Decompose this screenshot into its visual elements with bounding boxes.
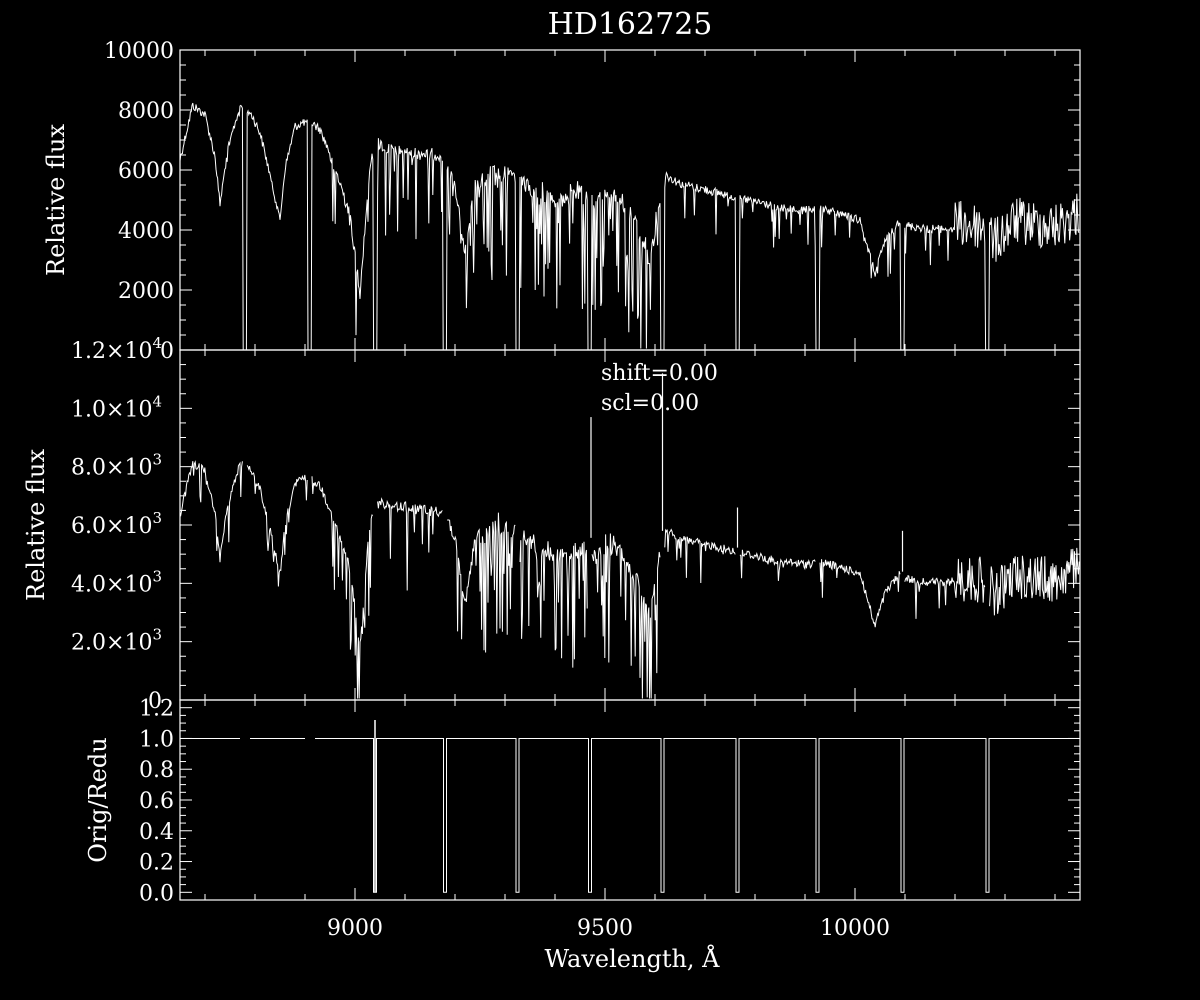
y-tick-label: 6000 (118, 159, 174, 184)
y-tick-label: 0 (148, 689, 162, 714)
y-tick-label: 8000 (118, 99, 174, 124)
spectrum-line (179, 460, 1080, 699)
y-tick-label: 1.2×104 (71, 334, 162, 364)
y-tick-label: 1.0×104 (71, 392, 162, 422)
y-tick-label: 0.4 (139, 820, 174, 845)
x-tick-label: 9500 (577, 916, 633, 941)
spectrum-line (179, 102, 1080, 351)
y-tick-label: 6.0×103 (71, 509, 162, 539)
scale-annotation: scl=0.00 (601, 391, 699, 416)
y-tick-label: 0.6 (139, 789, 174, 814)
middle-panel-ylabel: Relative flux (22, 449, 50, 601)
y-tick-label: 2.0×103 (71, 626, 162, 656)
y-tick-label: 1.2 (139, 697, 174, 722)
y-tick-label: 4.0×103 (71, 567, 162, 597)
y-tick-label: 0 (160, 339, 174, 364)
y-tick-label: 0.8 (139, 758, 174, 783)
bottom-panel: 0.0 0.2 0.4 0.6 0.8 1.0 1.2 (139, 697, 1080, 906)
y-tick-label: 0.0 (139, 881, 174, 906)
top-panel: 0 2000 4000 6000 8000 10000 (104, 39, 1080, 364)
plot-title: HD162725 (548, 7, 713, 42)
x-tick-labels: 9000 9500 10000 (327, 916, 890, 941)
ratio-line (180, 737, 1080, 893)
x-tick-label: 9000 (327, 916, 383, 941)
y-tick-label: 4000 (118, 219, 174, 244)
y-tick-label: 0.2 (139, 851, 174, 876)
bottom-panel-ylabel: Orig/Redu (84, 737, 112, 862)
y-tick-label: 8.0×103 (71, 451, 162, 481)
x-axis-label: Wavelength, Å (544, 944, 720, 973)
shift-annotation: shift=0.00 (601, 361, 718, 386)
y-tick-label: 1.0 (139, 727, 174, 752)
top-panel-ylabel: Relative flux (42, 124, 70, 276)
y-tick-label: 10000 (104, 39, 174, 64)
middle-panel: 0 2.0×103 4.0×103 6.0×103 8.0×103 1.0×104 1.2×… (71, 334, 1080, 714)
x-tick-label: 10000 (820, 916, 890, 941)
y-tick-label: 2000 (118, 279, 174, 304)
